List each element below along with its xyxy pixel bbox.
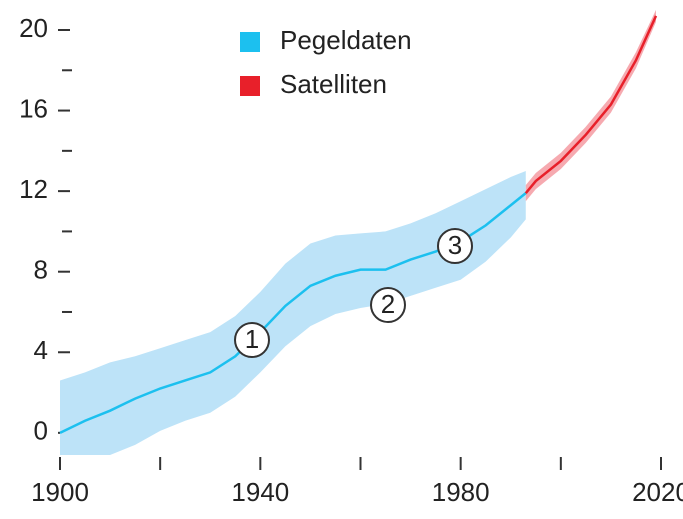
annotation-label: 3: [448, 230, 462, 260]
uncertainty-band: [60, 170, 526, 455]
y-tick-label: 16: [19, 93, 48, 123]
uncertainty-band: [525, 9, 656, 202]
annotation-circle: [234, 322, 270, 358]
y-tick-label: 20: [19, 13, 48, 43]
x-tick-label: 1900: [31, 477, 89, 507]
x-tick-label: 2020: [632, 477, 683, 507]
annotation-label: 2: [381, 289, 395, 319]
legend-label: Satelliten: [280, 69, 387, 99]
y-tick-label: 4: [34, 335, 48, 365]
legend-label: Pegeldaten: [280, 25, 412, 55]
annotation-circle: [437, 228, 473, 264]
x-tick-label: 1980: [432, 477, 490, 507]
legend-swatch: [240, 32, 260, 52]
y-tick-label: 8: [34, 255, 48, 285]
y-tick-label: 0: [34, 416, 48, 446]
x-tick-label: 1940: [231, 477, 289, 507]
legend-swatch: [240, 76, 260, 96]
y-tick-label: 12: [19, 174, 48, 204]
annotation-circle: [370, 287, 406, 323]
annotation-label: 1: [245, 324, 259, 354]
series-line: [524, 15, 658, 194]
